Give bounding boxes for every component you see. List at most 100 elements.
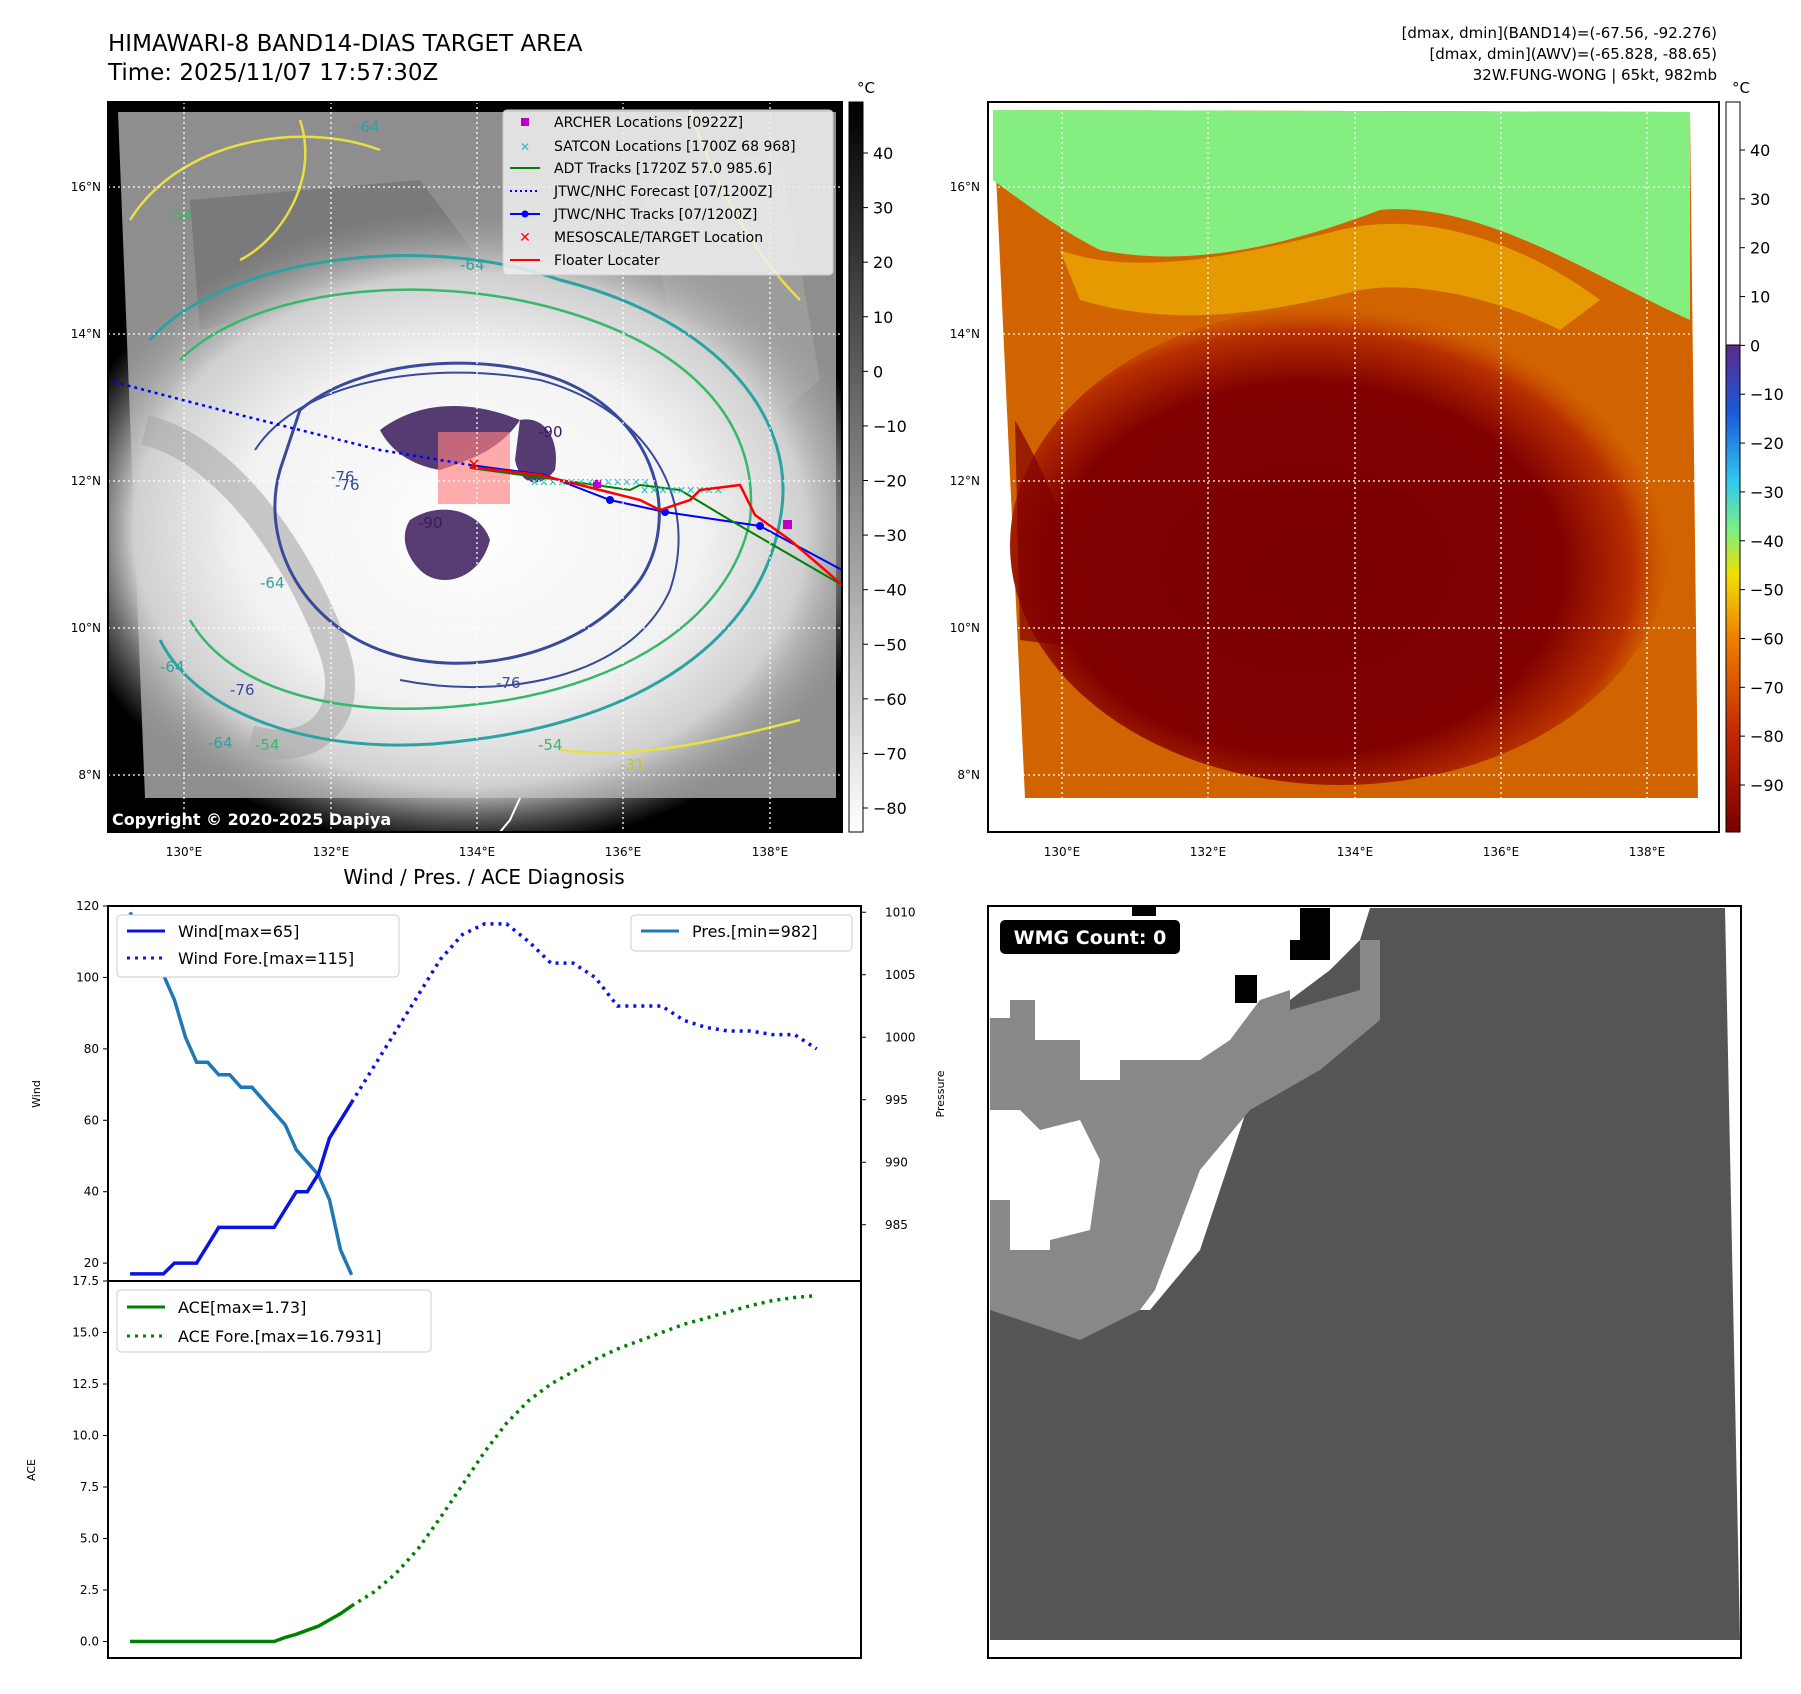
wind-legend: Wind[max=65] Wind Fore.[max=115] Pres.[m… — [116, 914, 853, 978]
colorbar-tick-label: 0 — [1750, 336, 1760, 355]
stats-band14: [dmax, dmin](BAND14)=(-67.56, -92.276) — [1402, 24, 1717, 42]
ir-map-axis-labels: 16°N 14°N 12°N 10°N 8°N 130°E 132°E 134°… — [71, 180, 789, 859]
pressure-tick-label: 1010 — [885, 905, 916, 919]
colorbar-tick-label: −70 — [873, 744, 907, 763]
target-location-marker: ✕ — [467, 455, 480, 474]
contour-label: -90 — [538, 423, 563, 441]
colorbar-tick-label: 30 — [1750, 190, 1770, 209]
lon-label: 136°E — [605, 845, 642, 859]
pressure-tick-label: 995 — [885, 1093, 908, 1107]
colorbar1-unit: °C — [857, 79, 875, 97]
ace-line — [130, 1604, 353, 1644]
colorbar-tick-label: 40 — [1750, 141, 1770, 160]
wmg-region-dark — [990, 908, 1740, 1640]
satcon-markers: ✕✕✕✕✕✕✕✕✕ — [640, 484, 723, 497]
map-legend-box — [502, 109, 834, 276]
colorbar2-lower — [1725, 344, 1741, 833]
wind-pressure-chart: Wind Pressure 20 40 60 80 100 120 985 990 995 10… — [30, 899, 947, 1282]
contour-neg64 — [148, 254, 785, 747]
ace-legend-box — [116, 1289, 432, 1353]
colorbar-tick-label: 20 — [873, 253, 893, 272]
wind-tick-label: 60 — [84, 1113, 99, 1127]
figure-title: HIMAWARI-8 BAND14-DIAS TARGET AREA — [108, 31, 583, 57]
wind-tick-label: 40 — [84, 1185, 99, 1199]
lat-label: 16°N — [71, 180, 101, 194]
lon-label: 138°E — [1629, 845, 1666, 859]
colorbar-tick-label: −70 — [1750, 678, 1784, 697]
colorbar-tick-label: −30 — [1750, 483, 1784, 502]
wind-legend-box — [116, 914, 400, 978]
contour-neg31 — [128, 119, 381, 262]
contour-label: -31 — [620, 756, 645, 774]
legend-target-label: MESOSCALE/TARGET Location — [554, 230, 763, 246]
colorbar-tick-label: 0 — [873, 362, 883, 381]
floater-locator — [469, 465, 842, 586]
ace-tick-label: 5.0 — [80, 1532, 99, 1546]
lat-label: 10°N — [950, 621, 980, 635]
stats-storm: 32W.FUNG-WONG | 65kt, 982mb — [1473, 66, 1717, 84]
wmg-black-block — [1132, 906, 1156, 916]
lat-label: 12°N — [71, 474, 101, 488]
legend-satcon-label: SATCON Locations [1700Z 68 968] — [554, 139, 796, 155]
diagnosis-title: Wind / Pres. / ACE Diagnosis — [343, 865, 624, 889]
colorbar-tick-label: −90 — [1750, 776, 1784, 795]
wmg-frame — [987, 905, 1742, 1659]
lon-label: 130°E — [166, 845, 203, 859]
colorbar-tick-label: −40 — [873, 581, 907, 600]
legend-floater-label: Floater Locater — [554, 253, 660, 269]
legend-adt-label: ADT Tracks [1720Z 57.0 985.6] — [554, 161, 772, 177]
ace-tick-label: 10.0 — [72, 1429, 99, 1443]
ir-map-frame — [107, 101, 843, 833]
contour-label: -76 — [330, 468, 355, 486]
colorbar-tick-label: 30 — [873, 199, 893, 218]
awv-map-frame — [987, 101, 1720, 833]
lon-label: 132°E — [313, 845, 350, 859]
lon-label: 132°E — [1190, 845, 1227, 859]
wmg-gap — [1010, 1190, 1050, 1250]
ace-tick-label: 15.0 — [72, 1326, 99, 1340]
colorbar-tick-label: 40 — [873, 144, 893, 163]
colorbar-tick-label: −80 — [873, 799, 907, 818]
jtwc-point — [606, 496, 614, 504]
contour-neg76 — [273, 361, 661, 665]
contour-label: -64 — [460, 256, 485, 274]
awv-map-panel: 16°N 14°N 12°N 10°N 8°N 130°E 132°E 134°… — [950, 79, 1784, 859]
contour-label: -64 — [260, 574, 285, 592]
colorbar-tick-label: −10 — [873, 417, 907, 436]
colorbar-tick-label: 10 — [1750, 288, 1770, 307]
contour-neg76-outer — [254, 371, 680, 689]
wmg-panel: WMG Count: 0 — [987, 905, 1742, 1659]
lon-label: 130°E — [1044, 845, 1081, 859]
lon-label: 134°E — [1337, 845, 1374, 859]
jtwc-point — [756, 522, 764, 530]
colorbar-tick-label: −60 — [1750, 629, 1784, 648]
ace-forecast-line — [350, 1293, 817, 1608]
wind-tick-label: 20 — [84, 1256, 99, 1270]
wmg-region-gray — [990, 940, 1380, 1340]
wind-tick-label: 120 — [76, 899, 99, 913]
wind-tick-label: 80 — [84, 1042, 99, 1056]
lat-label: 12°N — [950, 474, 980, 488]
ace-tick-label: 17.5 — [72, 1274, 99, 1288]
contour-label: -90 — [418, 514, 443, 532]
ace-chart: ACE 0.0 2.5 5.0 7.5 10.0 12.5 15.0 17.5 ACE[max… — [25, 1274, 862, 1659]
colorbar2-upper — [1725, 101, 1741, 346]
lat-label: 8°N — [957, 768, 980, 782]
jtwc-forecast-track — [113, 380, 471, 467]
copyright-text: Copyright © 2020-2025 Dapiya — [112, 810, 391, 829]
colorbar-tick-label: 10 — [873, 308, 893, 327]
legend-jtwc-dot — [521, 210, 529, 218]
awv-cool-region — [993, 110, 1690, 320]
ace-tick-label: 2.5 — [80, 1583, 99, 1597]
legend-target-swatch: ✕ — [519, 230, 531, 246]
legend-satcon-swatch: ✕ — [520, 140, 530, 154]
awv-west-band — [1015, 420, 1100, 650]
colorbar-tick-label: −20 — [1750, 434, 1784, 453]
pressure-line — [128, 911, 354, 1276]
colorbar-tick-label: −80 — [1750, 727, 1784, 746]
ace-legend: ACE[max=1.73] ACE Fore.[max=16.7931] — [116, 1289, 432, 1353]
contour-label: -64 — [160, 658, 185, 676]
pressure-tick-label: 1005 — [885, 968, 916, 982]
wind-axis-label: Wind — [30, 1080, 43, 1108]
